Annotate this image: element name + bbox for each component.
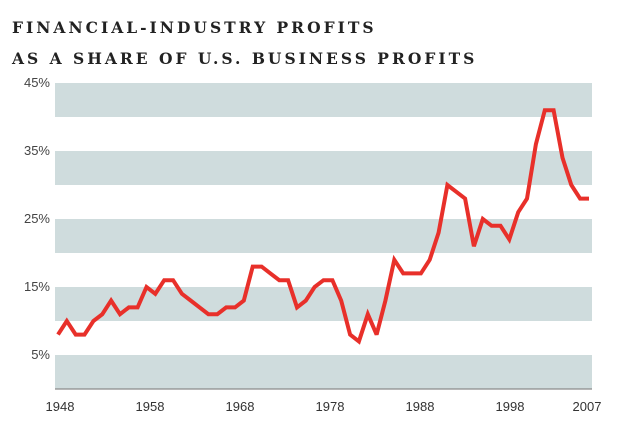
- x-axis-ticks: 1948 1958 1968 1978 1988 1998 2007: [46, 399, 602, 414]
- band: [55, 151, 592, 185]
- band: [55, 287, 592, 321]
- x-tick-label: 1958: [136, 399, 165, 414]
- x-tick-label: 2007: [573, 399, 602, 414]
- y-tick-label: 35%: [24, 143, 50, 158]
- chart-subtitle: AS A SHARE OF U.S. BUSINESS PROFITS: [12, 49, 478, 68]
- x-tick-label: 1978: [316, 399, 345, 414]
- x-tick-label: 1968: [226, 399, 255, 414]
- chart-title: FINANCIAL-INDUSTRY PROFITS: [12, 18, 377, 37]
- y-tick-label: 15%: [24, 279, 50, 294]
- x-tick-label: 1998: [496, 399, 525, 414]
- x-tick-label: 1988: [406, 399, 435, 414]
- series-group: [56, 108, 589, 345]
- y-tick-label: 5%: [31, 347, 50, 362]
- band: [55, 83, 592, 117]
- x-tick-label: 1948: [46, 399, 75, 414]
- y-axis-ticks: 45% 35% 25% 15% 5%: [24, 75, 50, 362]
- band: [55, 219, 592, 253]
- band: [55, 355, 592, 389]
- y-tick-label: 45%: [24, 75, 50, 90]
- chart-title-block: FINANCIAL-INDUSTRY PROFITS AS A SHARE OF…: [12, 12, 477, 74]
- series-line: [56, 108, 589, 345]
- y-tick-label: 25%: [24, 211, 50, 226]
